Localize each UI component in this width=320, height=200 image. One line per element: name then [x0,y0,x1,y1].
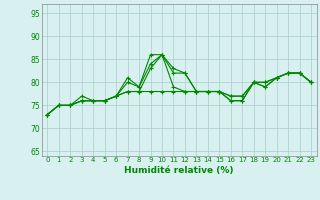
X-axis label: Humidité relative (%): Humidité relative (%) [124,166,234,175]
